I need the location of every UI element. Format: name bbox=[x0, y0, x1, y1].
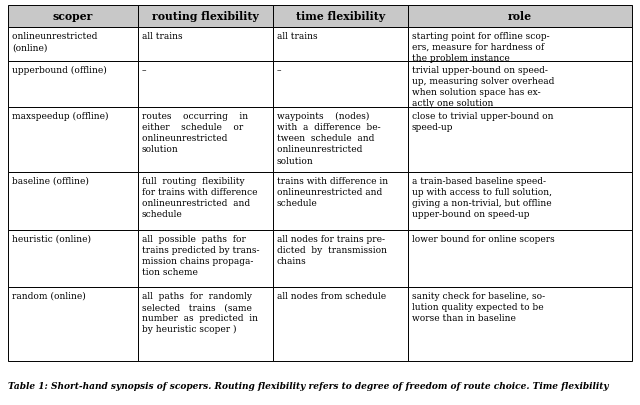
Text: all  possible  paths  for
trains predicted by trans-
mission chains propaga-
tio: all possible paths for trains predicted … bbox=[142, 234, 259, 277]
Bar bbox=[8, 287, 138, 361]
Bar bbox=[273, 28, 408, 62]
Bar bbox=[138, 6, 273, 28]
Text: scoper: scoper bbox=[53, 11, 93, 22]
Text: starting point for offline scop-
ers, measure for hardness of
the problem instan: starting point for offline scop- ers, me… bbox=[412, 32, 550, 63]
Bar bbox=[8, 28, 138, 62]
Text: routes    occurring    in
either    schedule    or
online⁠unrestricted
solution: routes occurring in either schedule or o… bbox=[142, 112, 248, 154]
Text: close to trivial upper-bound on
speed-up: close to trivial upper-bound on speed-up bbox=[412, 112, 554, 132]
Text: a train-based baseline speed-
up with access to full solution,
giving a non-triv: a train-based baseline speed- up with ac… bbox=[412, 177, 552, 219]
Text: all  paths  for  randomly
selected   trains   (same
number  as  predicted  in
by: all paths for randomly selected trains (… bbox=[142, 291, 258, 334]
Bar bbox=[408, 287, 632, 361]
Text: heuristic (online): heuristic (online) bbox=[12, 234, 91, 243]
Bar bbox=[273, 108, 408, 173]
Bar bbox=[408, 28, 632, 62]
Bar bbox=[273, 62, 408, 108]
Text: lower bound for online scopers: lower bound for online scopers bbox=[412, 234, 555, 243]
Bar bbox=[8, 173, 138, 230]
Bar bbox=[273, 287, 408, 361]
Bar bbox=[8, 230, 138, 287]
Text: role: role bbox=[508, 11, 532, 22]
Bar bbox=[138, 108, 273, 173]
Text: trivial upper-bound on speed-
up, measuring solver overhead
when solution space : trivial upper-bound on speed- up, measur… bbox=[412, 66, 554, 108]
Text: all trains: all trains bbox=[277, 32, 317, 41]
Bar bbox=[138, 62, 273, 108]
Bar bbox=[408, 62, 632, 108]
Text: max⁠speedup (offline): max⁠speedup (offline) bbox=[12, 112, 109, 121]
Text: –: – bbox=[142, 66, 147, 75]
Bar bbox=[408, 6, 632, 28]
Text: all nodes from schedule: all nodes from schedule bbox=[277, 291, 386, 300]
Text: random (online): random (online) bbox=[12, 291, 86, 300]
Bar bbox=[273, 230, 408, 287]
Bar bbox=[8, 6, 138, 28]
Text: trains with difference in
online⁠unrestricted and
schedule: trains with difference in online⁠unrestr… bbox=[277, 177, 388, 208]
Text: routing flexibility: routing flexibility bbox=[152, 11, 259, 22]
Bar bbox=[408, 108, 632, 173]
Bar bbox=[138, 173, 273, 230]
Text: all nodes for trains pre-
dicted  by  transmission
chains: all nodes for trains pre- dicted by tran… bbox=[277, 234, 387, 266]
Text: baseline (offline): baseline (offline) bbox=[12, 177, 89, 185]
Text: time flexibility: time flexibility bbox=[296, 11, 385, 22]
Text: full  routing  flexibility
for trains with difference
online⁠unrestricted  and
s: full routing flexibility for trains with… bbox=[142, 177, 257, 219]
Bar bbox=[8, 62, 138, 108]
Text: upper⁠bound (offline): upper⁠bound (offline) bbox=[12, 66, 107, 75]
Bar bbox=[408, 230, 632, 287]
Bar bbox=[138, 230, 273, 287]
Text: Table 1: Short-hand synopsis of scopers. Routing flexibility refers to degree of: Table 1: Short-hand synopsis of scopers.… bbox=[8, 381, 609, 390]
Bar bbox=[273, 6, 408, 28]
Bar bbox=[138, 28, 273, 62]
Bar bbox=[273, 173, 408, 230]
Text: –: – bbox=[277, 66, 282, 75]
Text: waypoints    (nodes)
with  a  difference  be-
tween  schedule  and
online⁠unrest: waypoints (nodes) with a difference be- … bbox=[277, 112, 381, 165]
Text: sanity check for baseline, so-
lution quality expected to be
worse than in basel: sanity check for baseline, so- lution qu… bbox=[412, 291, 545, 322]
Bar bbox=[408, 173, 632, 230]
Text: online⁠unrestricted
(online): online⁠unrestricted (online) bbox=[12, 32, 97, 52]
Bar bbox=[138, 287, 273, 361]
Bar bbox=[8, 108, 138, 173]
Text: all trains: all trains bbox=[142, 32, 182, 41]
